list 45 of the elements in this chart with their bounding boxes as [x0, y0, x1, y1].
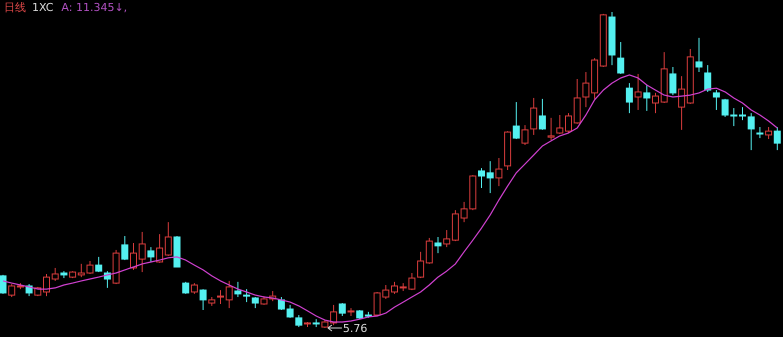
- candlestick: [704, 64, 712, 92]
- candlestick: [417, 251, 424, 279]
- candlestick: [156, 234, 164, 264]
- candlestick: [696, 37, 702, 73]
- candlestick: [443, 230, 450, 248]
- candlestick: [147, 246, 154, 262]
- chart-subtitle: 1XC: [32, 1, 54, 14]
- candlestick: [95, 256, 102, 273]
- annotation: 5.76: [342, 322, 368, 335]
- candlestick: [617, 42, 624, 74]
- candlestick: [774, 126, 781, 151]
- candlestick: [374, 291, 381, 316]
- candlestick: [538, 98, 546, 130]
- candlestick: [190, 282, 198, 294]
- candlestick: [8, 284, 16, 298]
- candlestick: [200, 288, 207, 310]
- candlestick: [643, 84, 650, 112]
- candlestick: [164, 222, 172, 256]
- candlestick: [765, 126, 772, 140]
- candlestick: [0, 274, 6, 294]
- candlestick: [634, 73, 642, 110]
- candlestick: [669, 66, 676, 96]
- candlestick: [678, 76, 686, 130]
- candlestick: [434, 236, 442, 254]
- candlestick: [548, 117, 555, 140]
- candlestick: [512, 102, 520, 140]
- candlestick: [522, 124, 528, 146]
- annotation: A: 11.345↓,: [61, 1, 128, 14]
- candlestick: [243, 288, 250, 303]
- candlestick: [182, 281, 190, 294]
- candlestick: [295, 314, 302, 328]
- candlestick: [338, 302, 346, 316]
- candlestick: [712, 90, 720, 110]
- candlestick: [121, 236, 128, 261]
- candlestick: [756, 126, 764, 139]
- candlestick: [722, 98, 729, 118]
- candlestick: [530, 97, 538, 136]
- candlestick: [426, 237, 433, 264]
- candlestick: [495, 157, 502, 187]
- candlestick: [626, 82, 633, 114]
- candlestick: [252, 296, 259, 309]
- title: 日线: [4, 1, 26, 14]
- candlestick: [408, 272, 416, 291]
- candlestick: [234, 281, 242, 298]
- candlestick: [748, 112, 755, 151]
